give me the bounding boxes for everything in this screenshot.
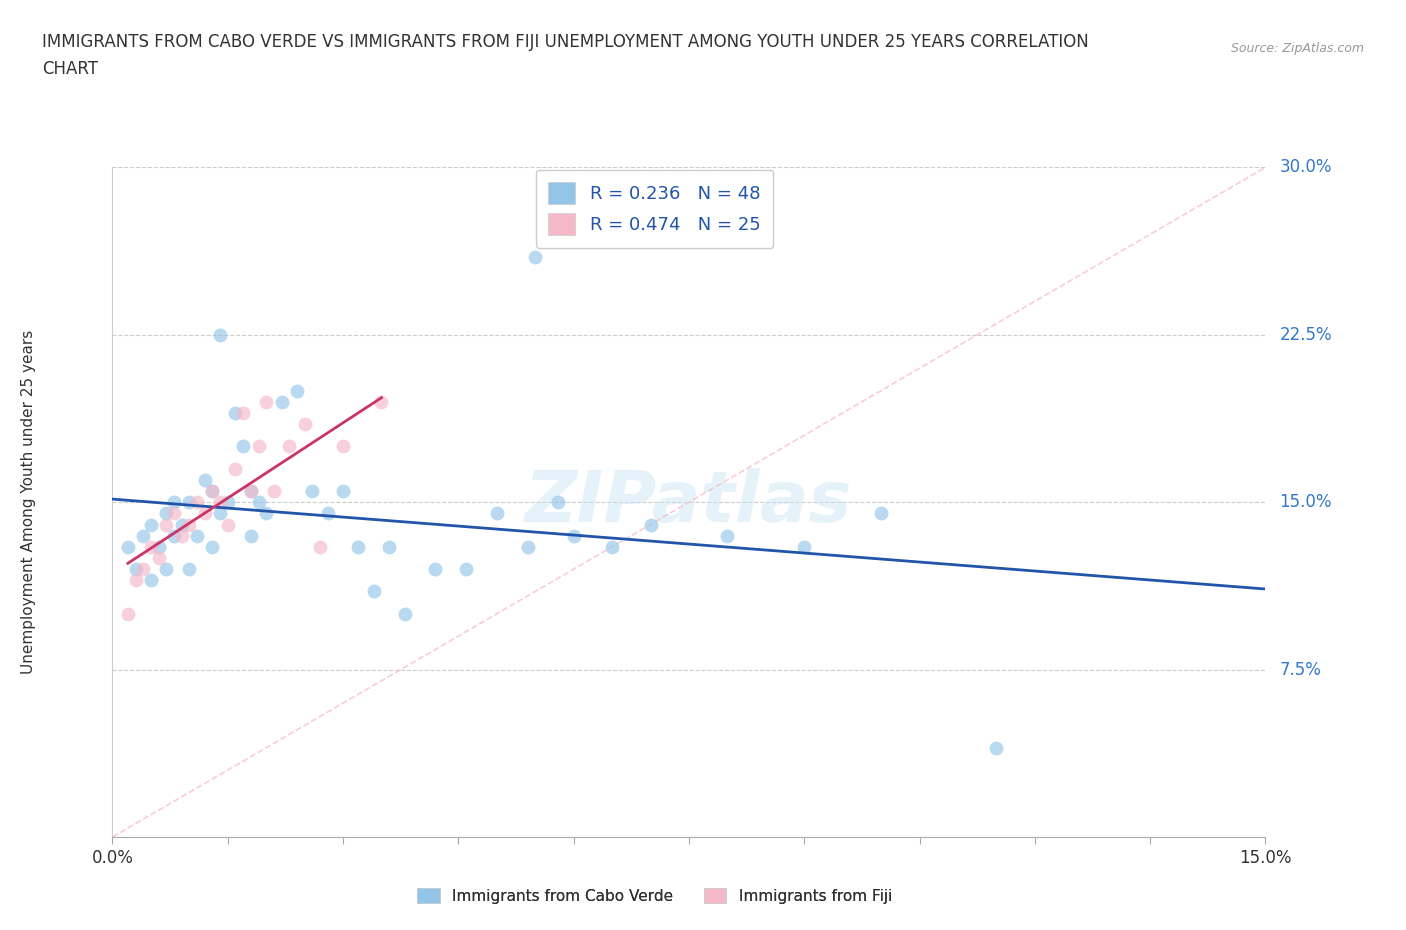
Point xyxy=(485,506,508,521)
Point xyxy=(378,539,401,554)
Point xyxy=(139,539,162,554)
Point xyxy=(139,517,162,532)
Point xyxy=(370,394,392,409)
Point xyxy=(194,472,217,487)
Point xyxy=(163,528,186,543)
Text: 22.5%: 22.5% xyxy=(1279,326,1331,344)
Point xyxy=(217,517,239,532)
Point xyxy=(239,484,262,498)
Text: CHART: CHART xyxy=(42,60,98,78)
Point xyxy=(186,528,208,543)
Point xyxy=(986,740,1008,755)
Point xyxy=(309,539,332,554)
Point xyxy=(201,484,224,498)
Point xyxy=(232,405,254,420)
Point xyxy=(270,394,292,409)
Point xyxy=(209,495,232,510)
Point xyxy=(224,405,246,420)
Point xyxy=(716,528,738,543)
Point xyxy=(194,506,217,521)
Point xyxy=(179,517,201,532)
Point xyxy=(209,327,232,342)
Point xyxy=(239,528,262,543)
Point xyxy=(285,383,308,398)
Text: Unemployment Among Youth under 25 years: Unemployment Among Youth under 25 years xyxy=(21,330,35,674)
Point xyxy=(170,517,193,532)
Point xyxy=(870,506,893,521)
Point xyxy=(347,539,370,554)
Point xyxy=(263,484,285,498)
Point xyxy=(562,528,585,543)
Point xyxy=(224,461,246,476)
Point xyxy=(547,495,569,510)
Point xyxy=(524,249,547,264)
Point xyxy=(209,506,232,521)
Text: Source: ZipAtlas.com: Source: ZipAtlas.com xyxy=(1230,42,1364,55)
Text: 7.5%: 7.5% xyxy=(1279,660,1322,679)
Point xyxy=(332,439,354,454)
Point xyxy=(155,517,177,532)
Point xyxy=(294,417,316,432)
Point xyxy=(239,484,262,498)
Point xyxy=(155,506,177,521)
Point xyxy=(278,439,301,454)
Point xyxy=(117,539,139,554)
Point xyxy=(301,484,323,498)
Point xyxy=(163,506,186,521)
Point xyxy=(186,495,208,510)
Point xyxy=(201,484,224,498)
Point xyxy=(247,439,270,454)
Point xyxy=(254,506,277,521)
Point xyxy=(394,606,416,621)
Point xyxy=(201,539,224,554)
Point xyxy=(232,439,254,454)
Point xyxy=(516,539,538,554)
Point xyxy=(454,562,477,577)
Point xyxy=(148,539,170,554)
Point xyxy=(425,562,447,577)
Text: IMMIGRANTS FROM CABO VERDE VS IMMIGRANTS FROM FIJI UNEMPLOYMENT AMONG YOUTH UNDE: IMMIGRANTS FROM CABO VERDE VS IMMIGRANTS… xyxy=(42,33,1088,50)
Point xyxy=(132,528,155,543)
Point xyxy=(640,517,662,532)
Point xyxy=(124,562,146,577)
Point xyxy=(124,573,146,588)
Point xyxy=(316,506,339,521)
Point xyxy=(600,539,623,554)
Point xyxy=(170,528,193,543)
Point xyxy=(117,606,139,621)
Point xyxy=(332,484,354,498)
Point xyxy=(254,394,277,409)
Text: 15.0%: 15.0% xyxy=(1279,493,1331,512)
Point xyxy=(179,495,201,510)
Legend: Immigrants from Cabo Verde, Immigrants from Fiji: Immigrants from Cabo Verde, Immigrants f… xyxy=(411,882,898,910)
Text: ZIPatlas: ZIPatlas xyxy=(526,468,852,537)
Point xyxy=(247,495,270,510)
Point xyxy=(793,539,815,554)
Point xyxy=(163,495,186,510)
Point xyxy=(363,584,385,599)
Text: 30.0%: 30.0% xyxy=(1279,158,1331,177)
Point xyxy=(132,562,155,577)
Point xyxy=(179,562,201,577)
Point xyxy=(139,573,162,588)
Point xyxy=(155,562,177,577)
Point xyxy=(217,495,239,510)
Point xyxy=(148,551,170,565)
